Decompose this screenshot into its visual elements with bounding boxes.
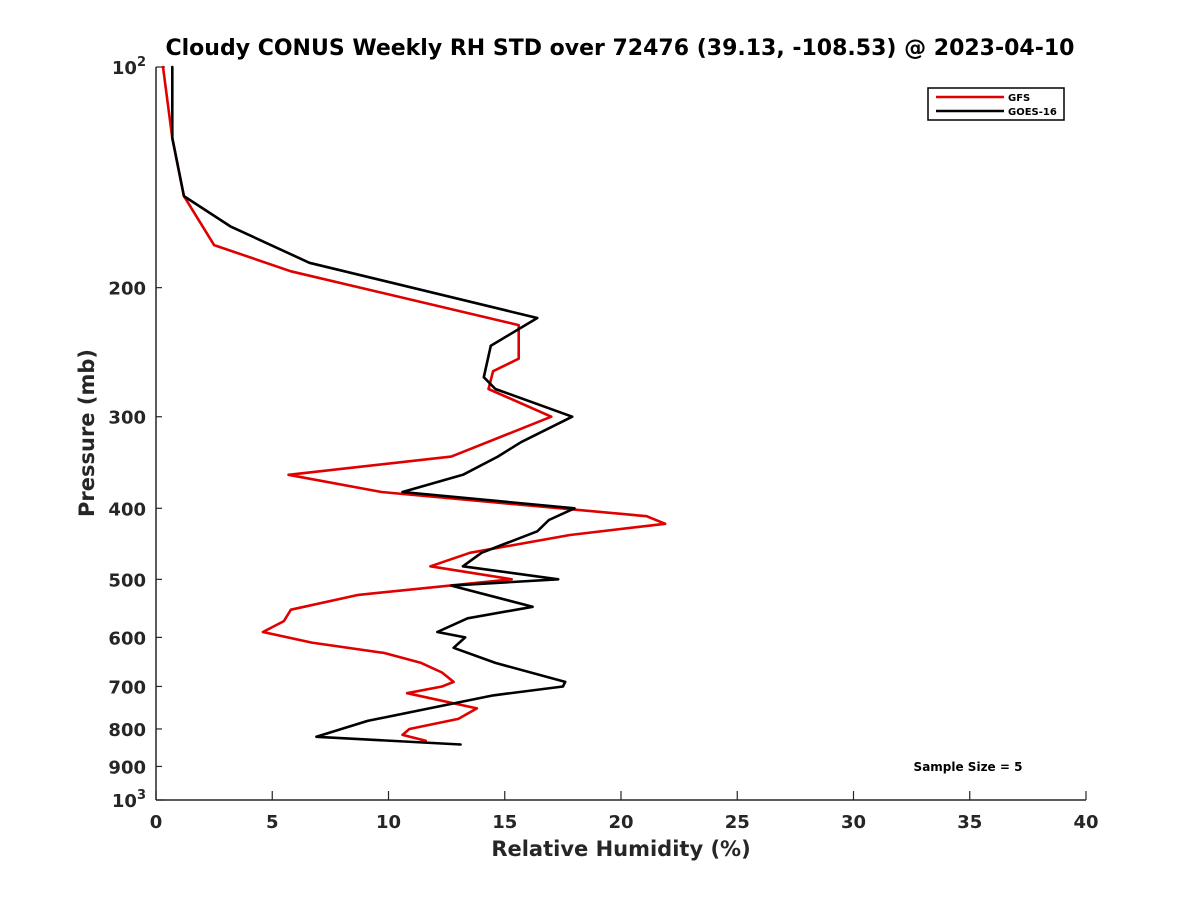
x-tick-label-35: 35 [957, 812, 982, 833]
series-line-gfs [161, 65, 667, 743]
y-tick-label-700: 700 [108, 677, 146, 698]
x-tick-label-5: 5 [266, 812, 279, 833]
y-tick-label-400: 400 [108, 499, 146, 520]
y-tick-label-800: 800 [108, 720, 146, 741]
y-tick-label-major-bottom: 103 [112, 788, 146, 812]
y-tick-label-major-top: 102 [112, 55, 146, 79]
y-tick-label-300: 300 [108, 408, 146, 429]
y-ticks: 102 103 200 300 400 500 600 700 800 900 [108, 55, 165, 812]
x-tick-label-10: 10 [376, 812, 401, 833]
legend-label-gfs: GFS [1008, 93, 1030, 104]
plot-area: 0 5 10 15 20 25 30 35 40 102 103 200 300 400 500 600 70… [108, 55, 1098, 833]
y-tick-label-500: 500 [108, 570, 146, 591]
x-tick-label-40: 40 [1073, 812, 1098, 833]
x-ticks: 0 5 10 15 20 25 30 35 40 [150, 791, 1099, 833]
y-tick-label-200: 200 [108, 279, 146, 300]
y-tick-label-900: 900 [108, 757, 146, 778]
series-group [161, 65, 667, 746]
series-line-goes-16 [171, 65, 576, 746]
x-tick-label-20: 20 [608, 812, 633, 833]
x-tick-label-0: 0 [150, 812, 163, 833]
x-axis-label: Relative Humidity (%) [491, 837, 750, 861]
x-tick-label-30: 30 [841, 812, 866, 833]
legend: GFS GOES-16 [927, 87, 1065, 121]
sample-size-annotation: Sample Size = 5 [914, 760, 1023, 774]
y-tick-label-600: 600 [108, 628, 146, 649]
x-tick-label-15: 15 [492, 812, 517, 833]
legend-items: GFS GOES-16 [936, 93, 1057, 118]
chart-title: Cloudy CONUS Weekly RH STD over 72476 (3… [166, 36, 1075, 61]
legend-label-goes-16: GOES-16 [1008, 107, 1057, 118]
x-tick-label-25: 25 [725, 812, 750, 833]
y-axis-label: Pressure (mb) [75, 349, 99, 517]
legend-box [927, 87, 1065, 121]
